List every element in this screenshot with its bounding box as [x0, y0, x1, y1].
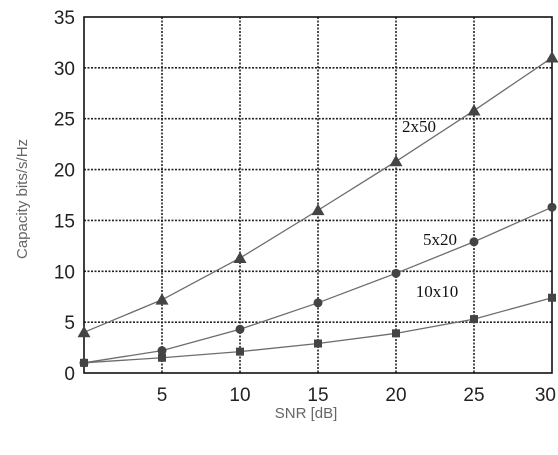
y-tick-label: 35 — [54, 8, 75, 29]
circle-marker — [391, 268, 401, 278]
tick-labels: 0 5 10 15 20 25 30 35 5 10 15 20 25 30 — [54, 8, 556, 406]
series-layer — [77, 51, 558, 368]
circle-marker — [235, 324, 245, 334]
square-marker — [158, 353, 166, 362]
square-marker — [236, 347, 244, 356]
triangle-marker — [467, 104, 481, 116]
square-marker — [392, 329, 400, 338]
series-10x10 — [80, 293, 556, 367]
plot-frame — [83, 16, 553, 374]
y-tick-label: 25 — [54, 110, 75, 131]
circle-marker — [157, 346, 167, 356]
circle-marker — [469, 237, 479, 247]
square-marker — [80, 358, 88, 367]
series-label-10x10: 10x10 — [416, 282, 459, 301]
triangle-marker — [545, 51, 558, 63]
triangle-marker — [77, 325, 91, 338]
triangle-marker — [233, 251, 247, 263]
square-marker — [548, 293, 556, 302]
triangle-marker — [389, 154, 403, 167]
x-tick-label: 20 — [385, 385, 406, 406]
y-tick-label: 15 — [54, 211, 75, 232]
grid — [83, 16, 553, 374]
y-tick-label: 20 — [54, 161, 75, 182]
series-label-5x20: 5x20 — [423, 230, 457, 249]
series-5x20 — [79, 202, 557, 368]
y-tick-label: 30 — [54, 59, 75, 80]
series-label-2x50: 2x50 — [402, 117, 436, 136]
x-axis-label: SNR [dB] — [275, 405, 338, 422]
series-2x50 — [77, 51, 558, 338]
y-axis-label: Capacity bits/s/Hz — [14, 139, 31, 259]
x-tick-label: 15 — [307, 385, 328, 406]
x-tick-label: 30 — [535, 385, 556, 406]
x-tick-label: 5 — [157, 385, 168, 406]
x-tick-label: 10 — [229, 385, 250, 406]
triangle-marker — [311, 203, 325, 216]
y-tick-label: 10 — [54, 262, 75, 283]
circle-marker — [547, 202, 557, 212]
square-marker — [470, 315, 478, 324]
x-tick-label: 25 — [463, 385, 484, 406]
y-tick-label: 0 — [64, 364, 75, 385]
y-tick-label: 5 — [64, 313, 75, 334]
triangle-marker — [155, 293, 169, 305]
circle-marker — [313, 298, 323, 308]
square-marker — [314, 339, 322, 348]
